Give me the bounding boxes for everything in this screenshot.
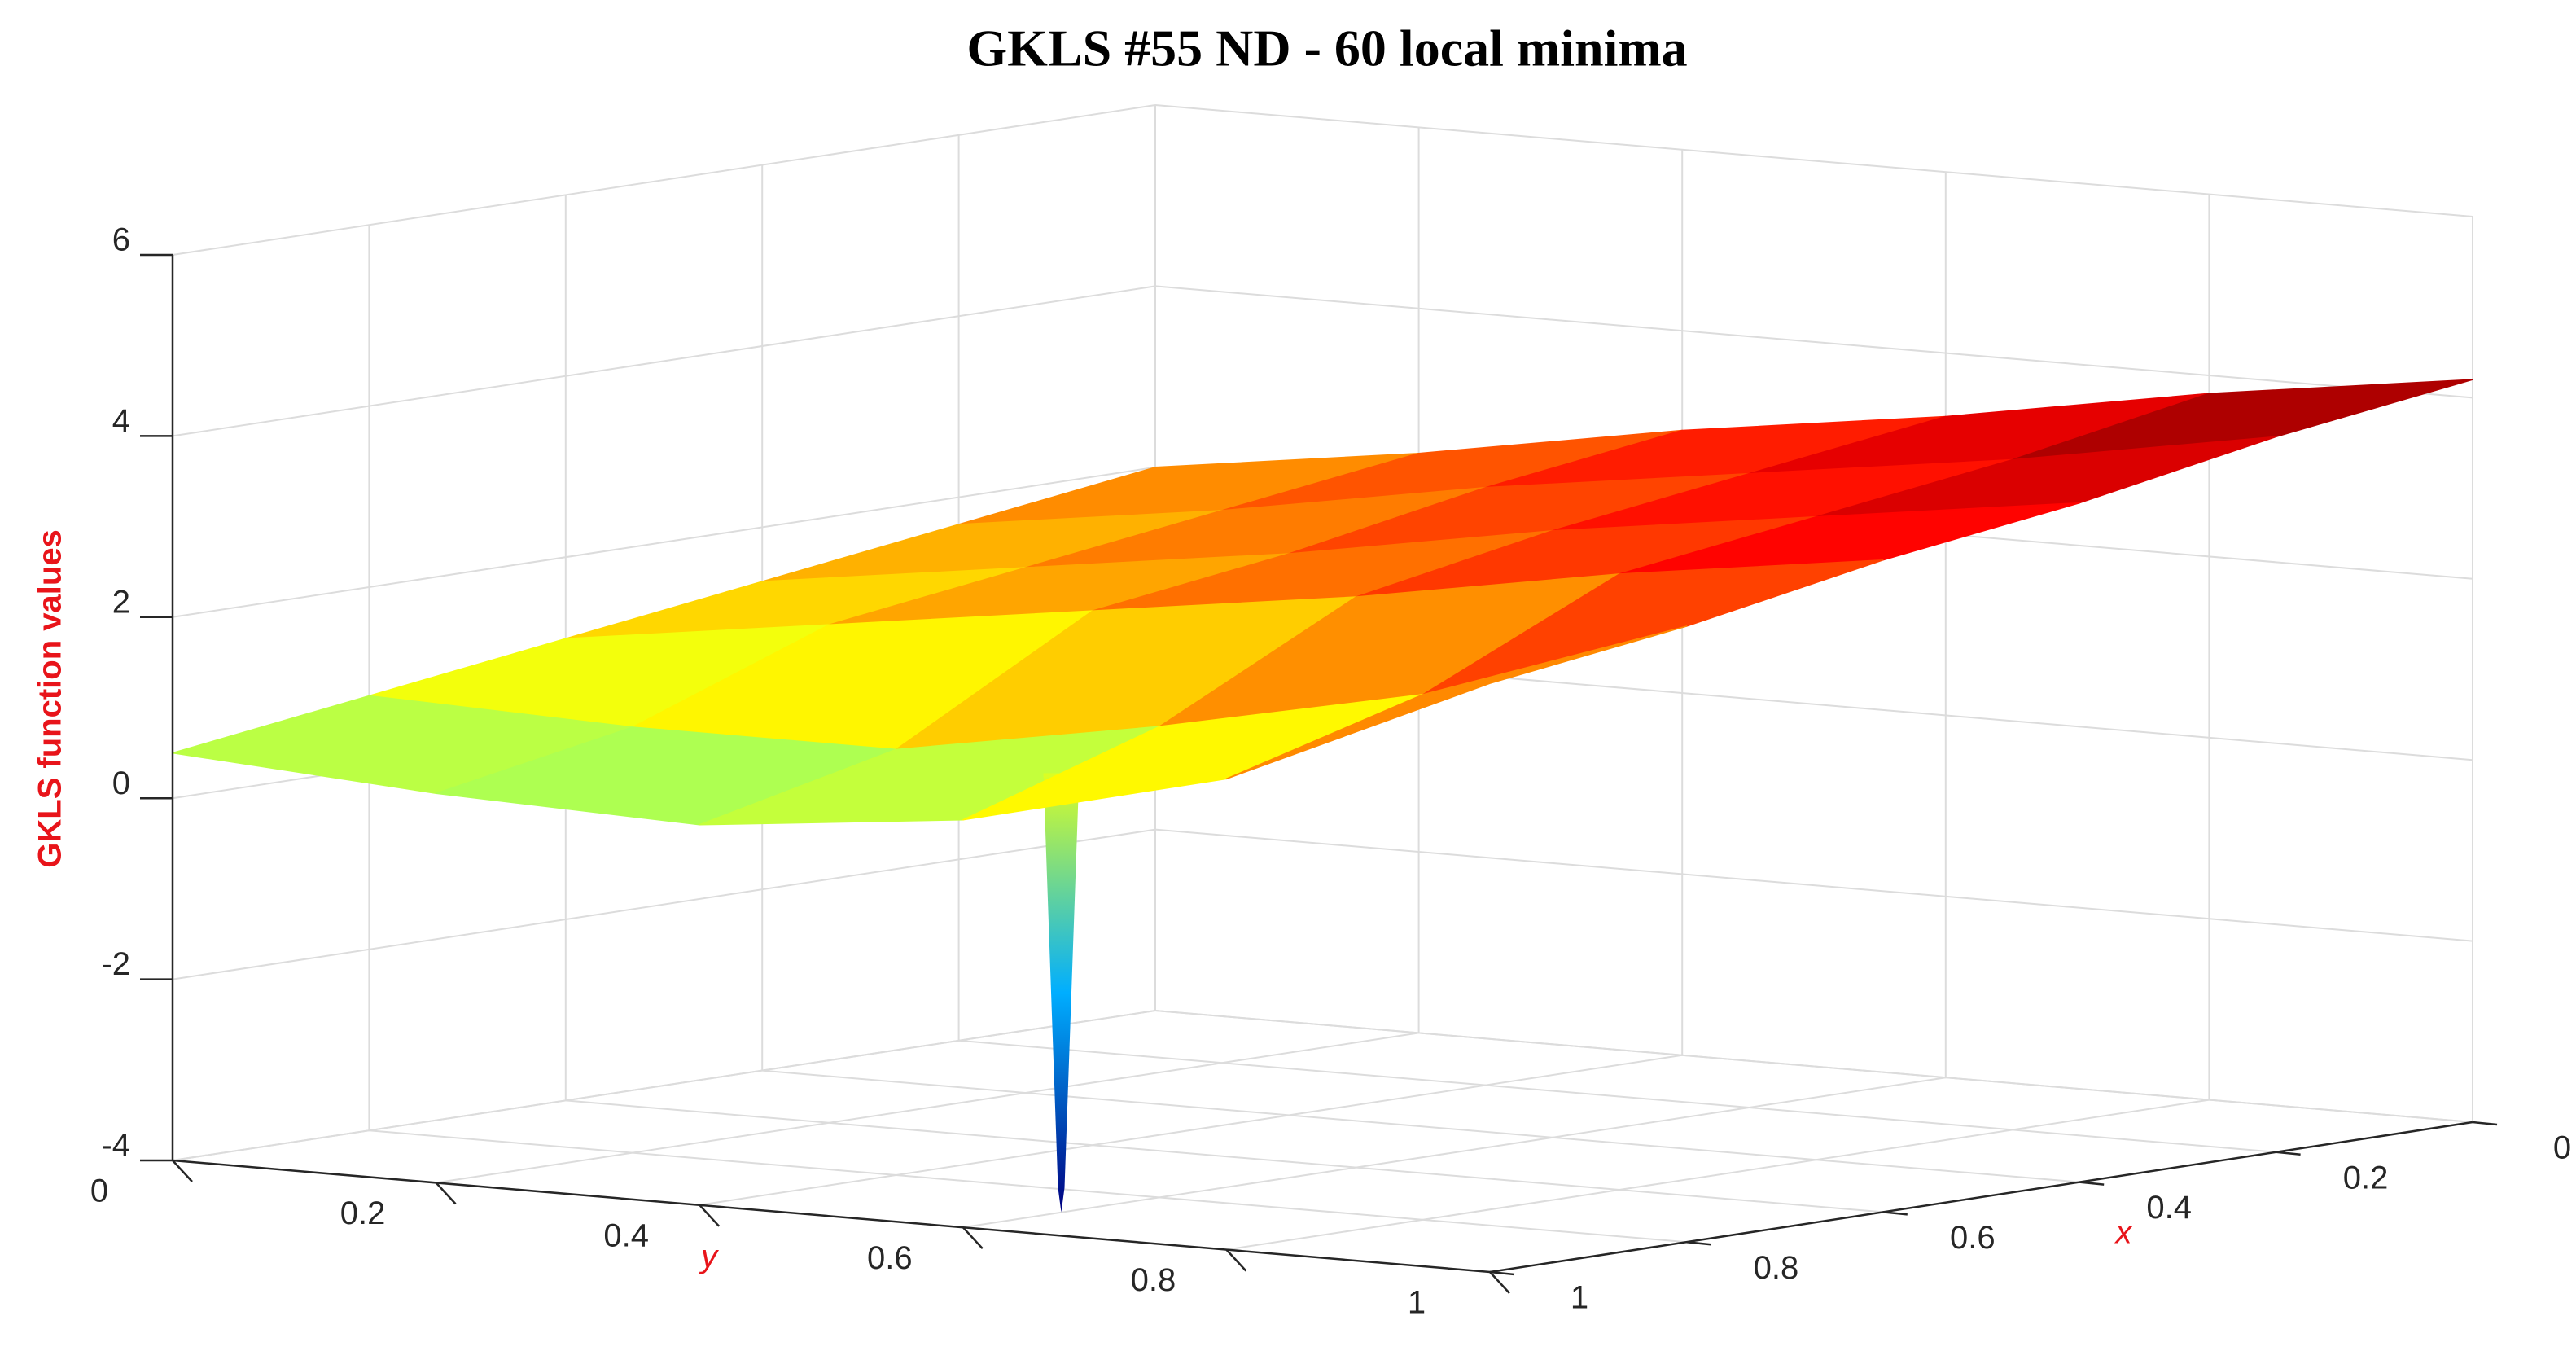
y-tick <box>962 1226 984 1250</box>
global-minimum-spike <box>1043 773 1080 1213</box>
x-tick <box>2079 1181 2105 1186</box>
x-tick-label: 0.8 <box>1754 1250 1799 1286</box>
grid-line <box>172 828 1156 980</box>
y-tick-label: 0.2 <box>340 1195 386 1231</box>
y-axis-line <box>172 1159 1491 1274</box>
y-axis-label: y <box>699 1239 720 1274</box>
x-tick-label: 0.2 <box>2343 1160 2389 1195</box>
chart-title: GKLS #55 ND - 60 local minima <box>966 20 1687 77</box>
grid-line <box>1226 1099 2210 1251</box>
z-tick-label: -4 <box>101 1128 130 1164</box>
z-tick-label: 4 <box>112 403 130 439</box>
grid-line <box>436 1032 1419 1184</box>
x-tick-label: 1 <box>1571 1280 1588 1316</box>
y-tick-label: 1 <box>1408 1285 1426 1321</box>
grid-line <box>172 104 1156 256</box>
y-tick <box>699 1204 721 1227</box>
x-tick <box>2472 1121 2498 1126</box>
z-axis-label: GKLS function values <box>33 529 68 868</box>
x-tick <box>2276 1151 2301 1156</box>
grid-line <box>172 285 1156 437</box>
grid-line <box>172 1010 1156 1161</box>
grid-line <box>1154 828 2473 942</box>
y-tick-label: 0.6 <box>867 1240 913 1276</box>
y-tick <box>1489 1271 1510 1294</box>
x-axis-line <box>1489 1121 2473 1274</box>
grid-line <box>1154 104 2473 217</box>
grid-line <box>565 1099 1883 1213</box>
z-tick-label: 6 <box>112 222 130 258</box>
axis-layer: -4 -2 0 2 4 6 0 0.2 0.4 0.6 0.8 1 0 0.2 0.4 0.6 0.8 1 <box>90 222 2571 1321</box>
z-tick-label: 2 <box>112 584 130 620</box>
y-tick-label: 0.4 <box>603 1217 649 1253</box>
x-tick <box>1686 1240 1711 1246</box>
z-tick-label: 0 <box>112 765 130 801</box>
y-tick <box>1225 1248 1247 1272</box>
grid-line <box>369 1129 1687 1244</box>
grid-line <box>962 1077 1946 1229</box>
surface-patch <box>1225 625 1688 780</box>
x-axis-label: x <box>2114 1215 2134 1251</box>
surface-layer <box>172 379 2473 1213</box>
x-tick-label: 0.4 <box>2146 1190 2192 1226</box>
y-tick-label: 0 <box>90 1173 108 1209</box>
grid-line <box>172 466 1156 618</box>
grid-line <box>1154 285 2473 399</box>
x-tick <box>1882 1211 1908 1216</box>
grid-line <box>958 1039 2276 1153</box>
z-tick-label: -2 <box>101 946 130 982</box>
x-tick-label: 0.6 <box>1950 1220 1996 1256</box>
x-tick <box>1489 1270 1515 1276</box>
y-tick <box>172 1160 193 1182</box>
y-tick <box>435 1182 457 1205</box>
x-tick-label: 0 <box>2553 1130 2571 1166</box>
grid-line <box>699 1054 1683 1206</box>
grid-line <box>762 1069 2080 1183</box>
grid-line <box>1154 1010 2473 1123</box>
y-tick-label: 0.8 <box>1131 1262 1176 1298</box>
